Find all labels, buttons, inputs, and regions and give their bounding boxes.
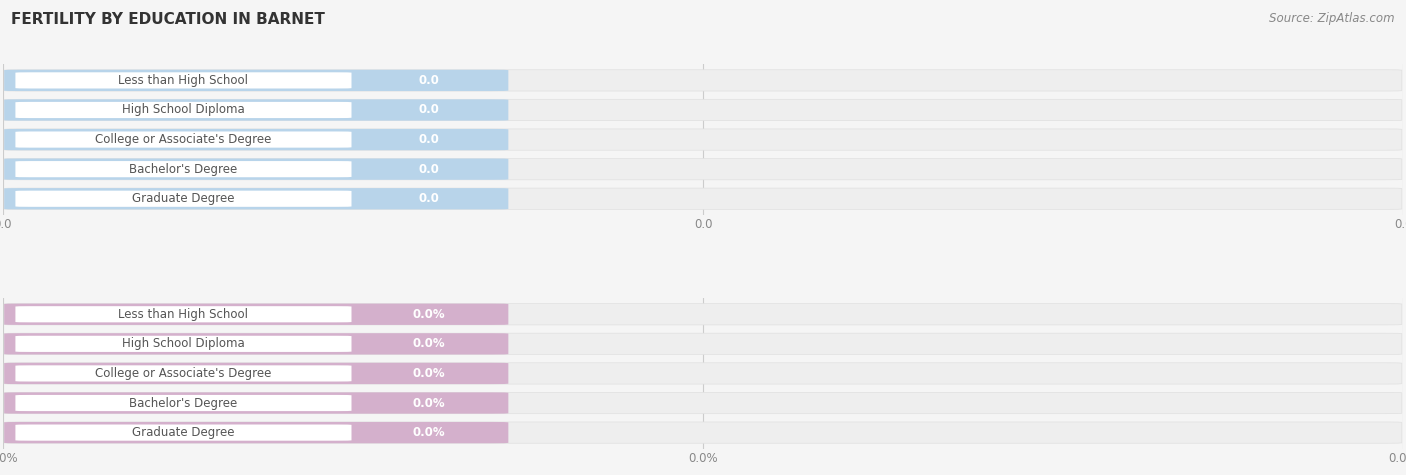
FancyBboxPatch shape xyxy=(4,70,1402,91)
FancyBboxPatch shape xyxy=(15,425,352,441)
Text: 0.0: 0.0 xyxy=(418,133,439,146)
FancyBboxPatch shape xyxy=(15,72,352,88)
FancyBboxPatch shape xyxy=(4,159,509,180)
FancyBboxPatch shape xyxy=(15,132,352,148)
Text: 0.0%: 0.0% xyxy=(412,426,444,439)
FancyBboxPatch shape xyxy=(15,306,352,323)
Text: Graduate Degree: Graduate Degree xyxy=(132,426,235,439)
FancyBboxPatch shape xyxy=(4,333,509,354)
FancyBboxPatch shape xyxy=(4,99,509,121)
Text: College or Associate's Degree: College or Associate's Degree xyxy=(96,133,271,146)
FancyBboxPatch shape xyxy=(4,392,509,414)
FancyBboxPatch shape xyxy=(4,422,1402,443)
FancyBboxPatch shape xyxy=(15,161,352,177)
Text: Bachelor's Degree: Bachelor's Degree xyxy=(129,162,238,176)
Text: FERTILITY BY EDUCATION IN BARNET: FERTILITY BY EDUCATION IN BARNET xyxy=(11,12,325,27)
FancyBboxPatch shape xyxy=(4,159,1402,180)
Text: 0.0%: 0.0% xyxy=(412,337,444,351)
Text: High School Diploma: High School Diploma xyxy=(122,104,245,116)
Text: Source: ZipAtlas.com: Source: ZipAtlas.com xyxy=(1270,12,1395,25)
FancyBboxPatch shape xyxy=(4,70,509,91)
Text: Graduate Degree: Graduate Degree xyxy=(132,192,235,205)
FancyBboxPatch shape xyxy=(4,188,509,209)
FancyBboxPatch shape xyxy=(4,392,1402,414)
Text: 0.0%: 0.0% xyxy=(412,397,444,409)
FancyBboxPatch shape xyxy=(15,365,352,381)
Text: College or Associate's Degree: College or Associate's Degree xyxy=(96,367,271,380)
FancyBboxPatch shape xyxy=(4,363,1402,384)
FancyBboxPatch shape xyxy=(4,304,509,325)
Text: Less than High School: Less than High School xyxy=(118,74,249,87)
FancyBboxPatch shape xyxy=(15,336,352,352)
FancyBboxPatch shape xyxy=(15,190,352,207)
Text: 0.0: 0.0 xyxy=(418,104,439,116)
Text: 0.0: 0.0 xyxy=(418,74,439,87)
Text: Bachelor's Degree: Bachelor's Degree xyxy=(129,397,238,409)
FancyBboxPatch shape xyxy=(4,188,1402,209)
Text: 0.0: 0.0 xyxy=(418,192,439,205)
FancyBboxPatch shape xyxy=(4,129,1402,150)
FancyBboxPatch shape xyxy=(4,129,509,150)
Text: 0.0%: 0.0% xyxy=(412,367,444,380)
Text: Less than High School: Less than High School xyxy=(118,308,249,321)
Text: 0.0: 0.0 xyxy=(418,162,439,176)
FancyBboxPatch shape xyxy=(4,363,509,384)
Text: High School Diploma: High School Diploma xyxy=(122,337,245,351)
FancyBboxPatch shape xyxy=(15,102,352,118)
FancyBboxPatch shape xyxy=(4,422,509,443)
FancyBboxPatch shape xyxy=(4,304,1402,325)
FancyBboxPatch shape xyxy=(15,395,352,411)
FancyBboxPatch shape xyxy=(4,333,1402,354)
FancyBboxPatch shape xyxy=(4,99,1402,121)
Text: 0.0%: 0.0% xyxy=(412,308,444,321)
